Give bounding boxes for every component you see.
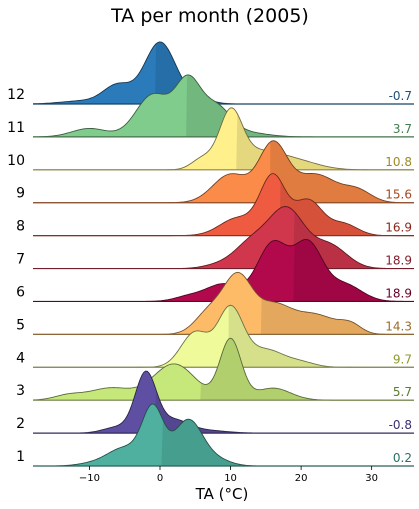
- month-label: 8: [16, 219, 25, 235]
- above-median-shade: [200, 338, 414, 401]
- density-area: [33, 42, 414, 104]
- density-area: [33, 140, 414, 203]
- ridges-group: 12 -0.711 3.710 10.89 15.68 16.97 18.96 18.95 14…: [7, 41, 415, 467]
- density-area: [33, 173, 414, 236]
- median-label: -0.7: [389, 89, 412, 103]
- density-area: [33, 272, 414, 335]
- above-median-shade: [161, 419, 414, 466]
- median-label: 5.7: [393, 385, 412, 399]
- ridge-month-12: 12 -0.7: [7, 41, 414, 105]
- month-label: 5: [16, 317, 25, 333]
- median-label: 14.3: [385, 319, 412, 333]
- median-label: 18.9: [385, 254, 412, 268]
- ridge-month-11: 11 3.7: [7, 74, 414, 138]
- density-area: [33, 305, 414, 368]
- density-outline: [33, 206, 414, 269]
- ridge-month-9: 9 15.6: [16, 140, 414, 204]
- month-label: 11: [7, 120, 25, 136]
- median-label: 10.8: [385, 155, 412, 169]
- month-label: 4: [16, 350, 25, 366]
- x-axis-label: TA (°C): [195, 485, 249, 503]
- median-label: 9.7: [393, 352, 412, 366]
- density-area: [33, 371, 414, 434]
- median-label: 15.6: [385, 188, 412, 202]
- month-label: 6: [16, 284, 25, 300]
- above-median-shade: [293, 211, 414, 269]
- x-tick-label: −10: [79, 473, 100, 484]
- above-median-shade: [279, 181, 414, 236]
- month-label: 9: [16, 186, 25, 202]
- month-label: 12: [7, 87, 25, 103]
- ridge-month-8: 8 16.9: [16, 173, 414, 237]
- density-outline: [32, 41, 414, 105]
- month-label: 3: [16, 383, 25, 399]
- above-median-shade: [228, 305, 414, 368]
- x-tick-label: 30: [365, 473, 378, 484]
- ridge-month-6: 6 18.9: [16, 238, 414, 303]
- x-axis: −10 0 10 20 30: [79, 466, 378, 484]
- ridge-month-3: 3 5.7: [16, 337, 414, 401]
- month-label: 7: [16, 252, 25, 268]
- median-label: -0.8: [389, 418, 412, 432]
- median-label: 3.7: [393, 122, 412, 136]
- density-area: [33, 338, 414, 401]
- density-outline: [33, 403, 414, 467]
- median-label: 16.9: [385, 221, 412, 235]
- ridge-month-1: 1 0.2: [16, 403, 414, 467]
- above-median-shade: [260, 298, 414, 335]
- ridge-month-5: 5 14.3: [16, 271, 414, 335]
- month-label: 2: [16, 416, 25, 432]
- chart-title: TA per month (2005): [110, 5, 309, 27]
- x-tick-label: 10: [224, 473, 237, 484]
- density-area: [33, 107, 414, 170]
- x-tick-label: 20: [295, 473, 308, 484]
- above-median-shade: [186, 74, 414, 137]
- ridge-month-7: 7 18.9: [16, 206, 414, 270]
- median-label: 0.2: [393, 451, 412, 465]
- month-label: 1: [16, 449, 25, 465]
- density-area: [33, 239, 414, 302]
- x-tick-label: 0: [157, 473, 163, 484]
- above-median-shade: [293, 239, 414, 302]
- month-label: 10: [7, 153, 25, 169]
- above-median-shade: [270, 140, 414, 203]
- density-area: [33, 404, 414, 466]
- median-label: 18.9: [385, 286, 412, 300]
